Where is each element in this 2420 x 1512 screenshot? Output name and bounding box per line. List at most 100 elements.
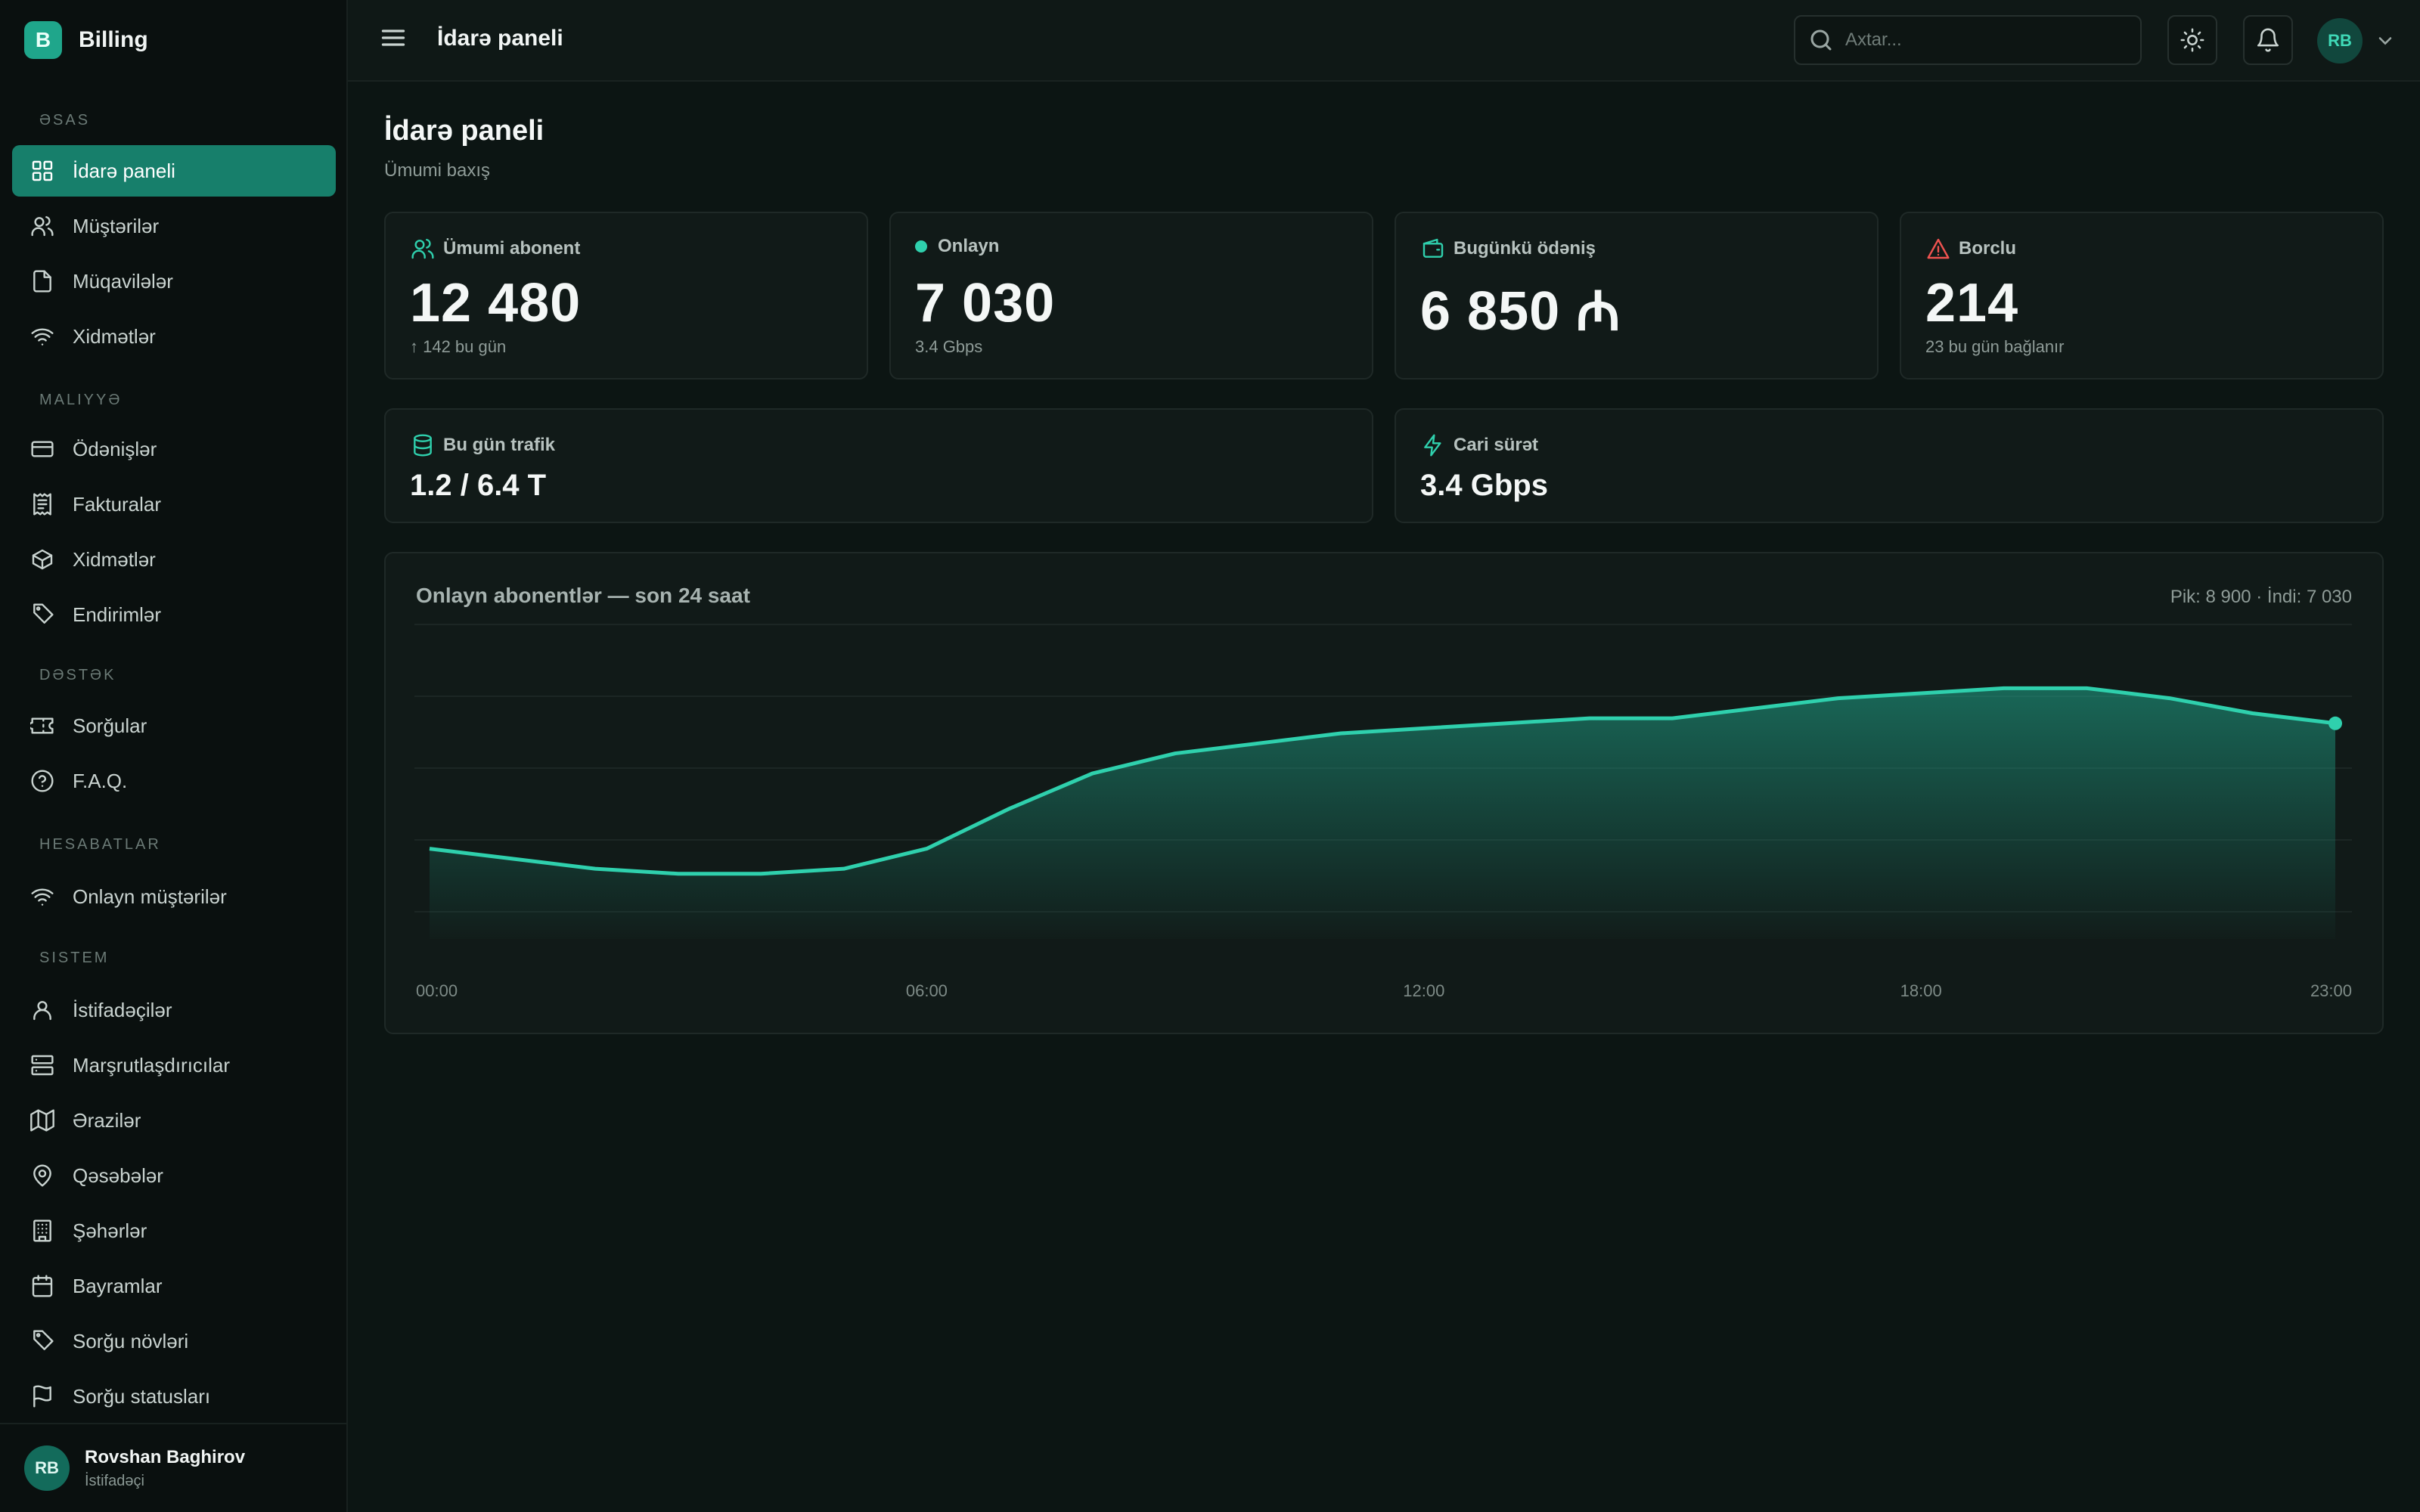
stat-card-total: Ümumi abonent 12 480 ↑ 142 bu gün: [384, 212, 868, 380]
search-box[interactable]: [1794, 15, 2142, 65]
calendar-icon: [29, 1272, 56, 1300]
stat-label: Bugünkü ödəniş: [1454, 238, 1596, 259]
stat-card-online: Onlayn 7 030 3.4 Gbps: [889, 212, 1373, 380]
tag-icon: [29, 601, 56, 628]
lightning-icon: [1420, 432, 1446, 458]
help-circle-icon: [29, 767, 56, 795]
sidebar-user[interactable]: RB Rovshan Baghirov İstifadəçi: [0, 1423, 346, 1512]
stat-label: Borclu: [1959, 238, 2017, 259]
sidebar-section-title: DƏSTƏK: [39, 667, 116, 683]
online-chart: 00:00 06:00 12:00 18:00 23:00: [414, 624, 2352, 1000]
sidebar-item-label: Sorğu statusları: [73, 1384, 211, 1408]
sidebar-item[interactable]: Şəhərlər: [12, 1205, 336, 1256]
sidebar-item-label: Fakturalar: [73, 492, 162, 516]
sidebar-item-label: Xidmətlər: [73, 324, 156, 348]
sidebar-item-label: Xidmətlər: [73, 547, 156, 571]
user-role: İstifadəçi: [85, 1472, 144, 1489]
sidebar-item[interactable]: Sorğular: [12, 700, 336, 751]
sidebar-item-label: Sorğular: [73, 714, 147, 737]
sidebar-item[interactable]: Müştərilər: [12, 200, 336, 252]
sidebar-item-label: Endirimlər: [73, 603, 162, 626]
brand-name: Billing: [79, 27, 148, 52]
sidebar-item[interactable]: İdarə paneli: [12, 145, 336, 197]
stat-label: Ümumi abonent: [443, 238, 581, 259]
ticket-icon: [29, 712, 56, 739]
sidebar-item-label: İdarə paneli: [73, 159, 175, 182]
chart-title: Onlayn abonentlər — son 24 saat: [416, 584, 750, 607]
sidebar-item[interactable]: İstifadəçilər: [12, 984, 336, 1036]
file-icon: [29, 268, 56, 295]
sidebar-item[interactable]: Endirimlər: [12, 589, 336, 640]
sidebar-item[interactable]: Sorğu statusları: [12, 1371, 336, 1422]
wifi-icon: [29, 323, 56, 350]
chart-xtick-label: 18:00: [1900, 981, 1942, 1000]
search-input[interactable]: [1845, 29, 2133, 51]
chevron-down-icon[interactable]: [2375, 30, 2396, 51]
stat-value: 6 850 ₼: [1420, 281, 1621, 342]
credit-card-icon: [29, 435, 56, 463]
user-icon: [29, 996, 56, 1024]
sun-icon: [2180, 28, 2204, 52]
theme-toggle-button[interactable]: [2167, 15, 2217, 65]
sidebar-item[interactable]: Ərazilər: [12, 1095, 336, 1146]
building-icon: [29, 1217, 56, 1244]
sidebar-item[interactable]: Xidmətlər: [12, 534, 336, 585]
users-icon: [29, 212, 56, 240]
avatar: RB: [24, 1445, 70, 1491]
brand-logo: B: [24, 21, 62, 59]
sidebar-item[interactable]: Ödənişlər: [12, 423, 336, 475]
sidebar-section-title: MALIYYƏ: [39, 392, 123, 408]
stat-label: Onlayn: [938, 236, 1000, 256]
sidebar-item[interactable]: Onlayn müştərilər: [12, 871, 336, 922]
notifications-button[interactable]: [2243, 15, 2293, 65]
sidebar-item-label: Sorğu növləri: [73, 1329, 189, 1352]
tag-icon: [29, 1328, 56, 1355]
chart-xtick-label: 06:00: [906, 981, 948, 1000]
wallet-icon: [1420, 236, 1446, 262]
search-icon: [1810, 29, 1832, 51]
sidebar-item[interactable]: Sorğu növləri: [12, 1315, 336, 1367]
warning-icon: [1925, 236, 1951, 262]
sidebar-section-title: HESABATLAR: [39, 836, 161, 853]
sidebar-item[interactable]: Müqavilələr: [12, 256, 336, 307]
status-dot-icon: [915, 240, 927, 253]
sidebar-item-label: Qəsəbələr: [73, 1163, 163, 1187]
sidebar-item[interactable]: Qəsəbələr: [12, 1150, 336, 1201]
menu-icon[interactable]: [380, 24, 410, 54]
stat-value: 214: [1925, 273, 2019, 333]
chart-card: Onlayn abonentlər — son 24 saat Pik: 8 9…: [384, 552, 2384, 1034]
sidebar-item-label: Müştərilər: [73, 214, 160, 237]
page-title: İdarə paneli: [384, 115, 544, 147]
bell-icon: [2257, 28, 2279, 52]
sidebar-item[interactable]: Marşrutlaşdırıcılar: [12, 1040, 336, 1091]
sidebar-item[interactable]: Fakturalar: [12, 479, 336, 530]
sidebar-item-label: Marşrutlaşdırıcılar: [73, 1053, 231, 1077]
chart-area: [430, 688, 2335, 939]
chart-series-line: [429, 686, 2336, 876]
stat-sub: ↑ 142 bu gün: [410, 337, 507, 356]
sidebar-item[interactable]: Xidmətlər: [12, 311, 336, 362]
map-icon: [29, 1107, 56, 1134]
server-icon: [29, 1052, 56, 1079]
stat-card-debtor: Borclu 214 23 bu gün bağlanır: [1900, 212, 2384, 380]
sidebar-item-label: F.A.Q.: [73, 769, 128, 792]
grid-icon: [29, 157, 56, 184]
header-avatar[interactable]: RB: [2317, 18, 2363, 64]
sidebar-item-label: Ərazilər: [73, 1108, 141, 1132]
sidebar-section-title: SISTEM: [39, 950, 110, 966]
stat-value: 3.4 Gbps: [1420, 469, 1548, 502]
stat-value: 12 480: [410, 273, 582, 333]
page-subtitle: Ümumi baxış: [384, 160, 491, 181]
wifi-icon: [29, 883, 56, 910]
database-icon: [410, 432, 436, 458]
stat-sub: 23 bu gün bağlanır: [1925, 337, 2065, 356]
stat-card-payments: Bugünkü ödəniş 6 850 ₼: [1395, 212, 1879, 380]
sidebar-item[interactable]: F.A.Q.: [12, 755, 336, 807]
stat-card-traffic: Bu gün trafik 1.2 / 6.4 T: [384, 408, 1373, 523]
brand[interactable]: B Billing: [24, 21, 148, 59]
sidebar-item-label: Ödənişlər: [73, 437, 157, 460]
stat-card-speed: Cari sürət 3.4 Gbps: [1395, 408, 2384, 523]
users-icon: [410, 236, 436, 262]
sidebar-item[interactable]: Bayramlar: [12, 1260, 336, 1312]
stat-label: Cari sürət: [1454, 435, 1539, 455]
